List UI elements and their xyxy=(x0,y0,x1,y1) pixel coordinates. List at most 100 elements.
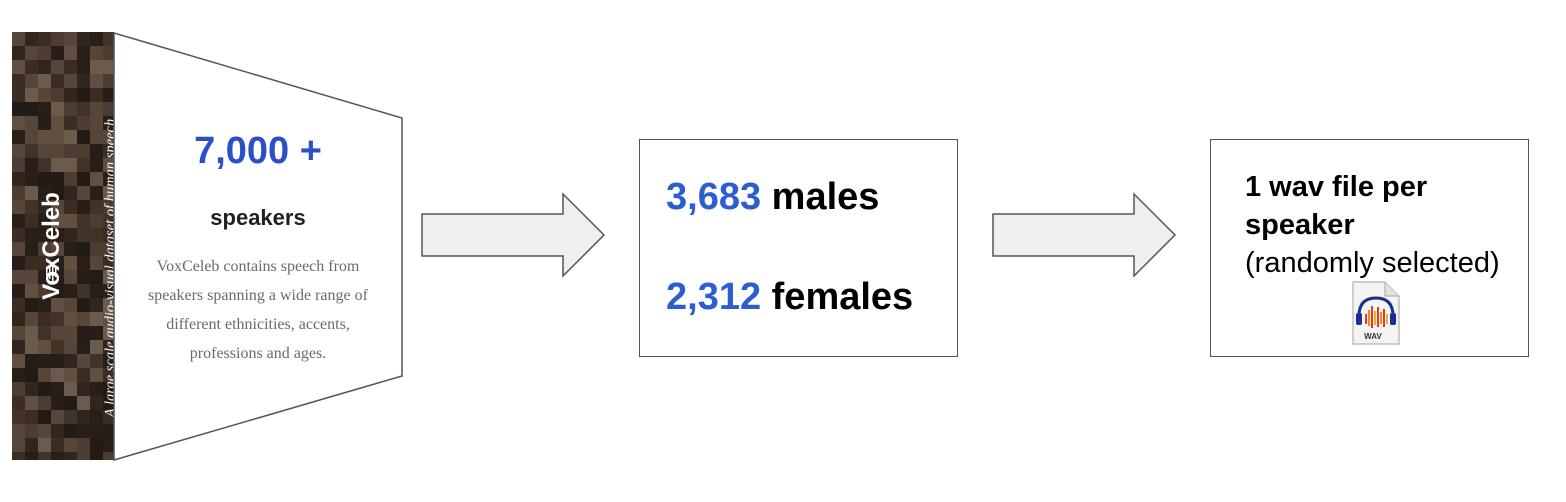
mosaic-tile xyxy=(25,298,38,312)
mosaic-tile xyxy=(64,242,77,256)
mosaic-tile xyxy=(90,74,103,88)
mosaic-tile xyxy=(38,74,51,88)
mosaic-tile xyxy=(25,424,38,438)
mosaic-tile xyxy=(77,46,90,60)
mosaic-tile xyxy=(25,396,38,410)
speakers-label: speakers xyxy=(210,205,306,230)
mosaic-tile xyxy=(90,242,103,256)
mosaic-tile xyxy=(25,74,38,88)
mosaic-tile xyxy=(77,284,90,298)
wav-file-icon: WAV xyxy=(1347,280,1403,348)
mosaic-tile xyxy=(64,172,77,186)
mosaic-tile xyxy=(38,102,51,116)
mosaic-tile xyxy=(77,74,90,88)
mosaic-tile xyxy=(12,32,25,46)
mosaic-tile xyxy=(64,284,77,298)
mosaic-tile xyxy=(90,382,103,396)
mosaic-tile xyxy=(77,200,90,214)
gender-split-box: 3,683 males 2,312 females xyxy=(639,139,958,357)
mosaic-tile xyxy=(51,172,64,186)
mosaic-tile xyxy=(51,298,64,312)
mosaic-tile xyxy=(77,144,90,158)
mosaic-tile xyxy=(103,396,114,410)
mosaic-tile xyxy=(25,312,38,326)
mosaic-tile xyxy=(103,144,114,158)
waveform-icon xyxy=(46,262,57,282)
mosaic-tile xyxy=(77,410,90,424)
mosaic-tile xyxy=(25,382,38,396)
mosaic-tile xyxy=(90,312,103,326)
mosaic-tile xyxy=(64,74,77,88)
mosaic-tile xyxy=(103,410,114,424)
mosaic-tile xyxy=(51,410,64,424)
mosaic-tile xyxy=(12,214,25,228)
mosaic-tile xyxy=(38,46,51,60)
mosaic-tile xyxy=(25,130,38,144)
mosaic-tile xyxy=(12,270,25,284)
mosaic-tile xyxy=(90,60,103,74)
mosaic-tile xyxy=(103,228,114,242)
selection-text: 1 wav file per speaker (randomly selecte… xyxy=(1245,168,1500,282)
mosaic-tile xyxy=(77,452,90,460)
mosaic-tile xyxy=(90,326,103,340)
mosaic-tile xyxy=(90,424,103,438)
mosaic-tile xyxy=(77,88,90,102)
mosaic-tile xyxy=(12,438,25,452)
mosaic-tile xyxy=(51,32,64,46)
mosaic-tile xyxy=(51,424,64,438)
mosaic-tile xyxy=(12,74,25,88)
mosaic-tile xyxy=(38,200,51,214)
mosaic-tile xyxy=(77,340,90,354)
mosaic-tile xyxy=(12,172,25,186)
mosaic-tile xyxy=(25,368,38,382)
mosaic-tile xyxy=(103,60,114,74)
mosaic-tile xyxy=(90,410,103,424)
mosaic-tile xyxy=(90,354,103,368)
mosaic-tile xyxy=(90,130,103,144)
mosaic-tile xyxy=(77,382,90,396)
mosaic-tile xyxy=(12,88,25,102)
mosaic-tile xyxy=(103,326,114,340)
mosaic-tile xyxy=(12,116,25,130)
mosaic-tile xyxy=(38,116,51,130)
mosaic-tile xyxy=(90,116,103,130)
mosaic-tile xyxy=(64,354,77,368)
mosaic-tile xyxy=(103,116,114,130)
mosaic-tile xyxy=(51,228,64,242)
mosaic-tile xyxy=(51,116,64,130)
mosaic-tile xyxy=(12,186,25,200)
mosaic-tile xyxy=(51,340,64,354)
mosaic-tile xyxy=(38,340,51,354)
mosaic-tile xyxy=(90,32,103,46)
arrow-right-icon xyxy=(421,192,606,278)
mosaic-tile xyxy=(38,214,51,228)
mosaic-tile xyxy=(12,312,25,326)
mosaic-tile xyxy=(25,438,38,452)
mosaic-tile xyxy=(77,60,90,74)
mosaic-tile xyxy=(103,256,114,270)
mosaic-tile xyxy=(90,172,103,186)
mosaic-tile xyxy=(90,298,103,312)
mosaic-tile xyxy=(38,256,51,270)
mosaic-tile xyxy=(77,130,90,144)
mosaic-tile xyxy=(64,186,77,200)
mosaic-tile xyxy=(103,158,114,172)
mosaic-tile xyxy=(64,60,77,74)
mosaic-tile xyxy=(90,284,103,298)
wav-icon-label: WAV xyxy=(1364,332,1382,341)
mosaic-tile xyxy=(38,326,51,340)
mosaic-tile xyxy=(103,102,114,116)
mosaic-tile xyxy=(51,284,64,298)
trapezoid-shape xyxy=(113,32,403,461)
mosaic-tile xyxy=(25,354,38,368)
mosaic-tile xyxy=(12,46,25,60)
mosaic-tile xyxy=(90,270,103,284)
selection-note: (randomly selected) xyxy=(1245,247,1500,279)
mosaic-tile xyxy=(77,214,90,228)
mosaic-tile xyxy=(64,382,77,396)
mosaic-tile xyxy=(25,60,38,74)
mosaic-tile xyxy=(25,158,38,172)
mosaic-tile xyxy=(77,116,90,130)
mosaic-tile xyxy=(103,186,114,200)
mosaic-tile xyxy=(77,158,90,172)
